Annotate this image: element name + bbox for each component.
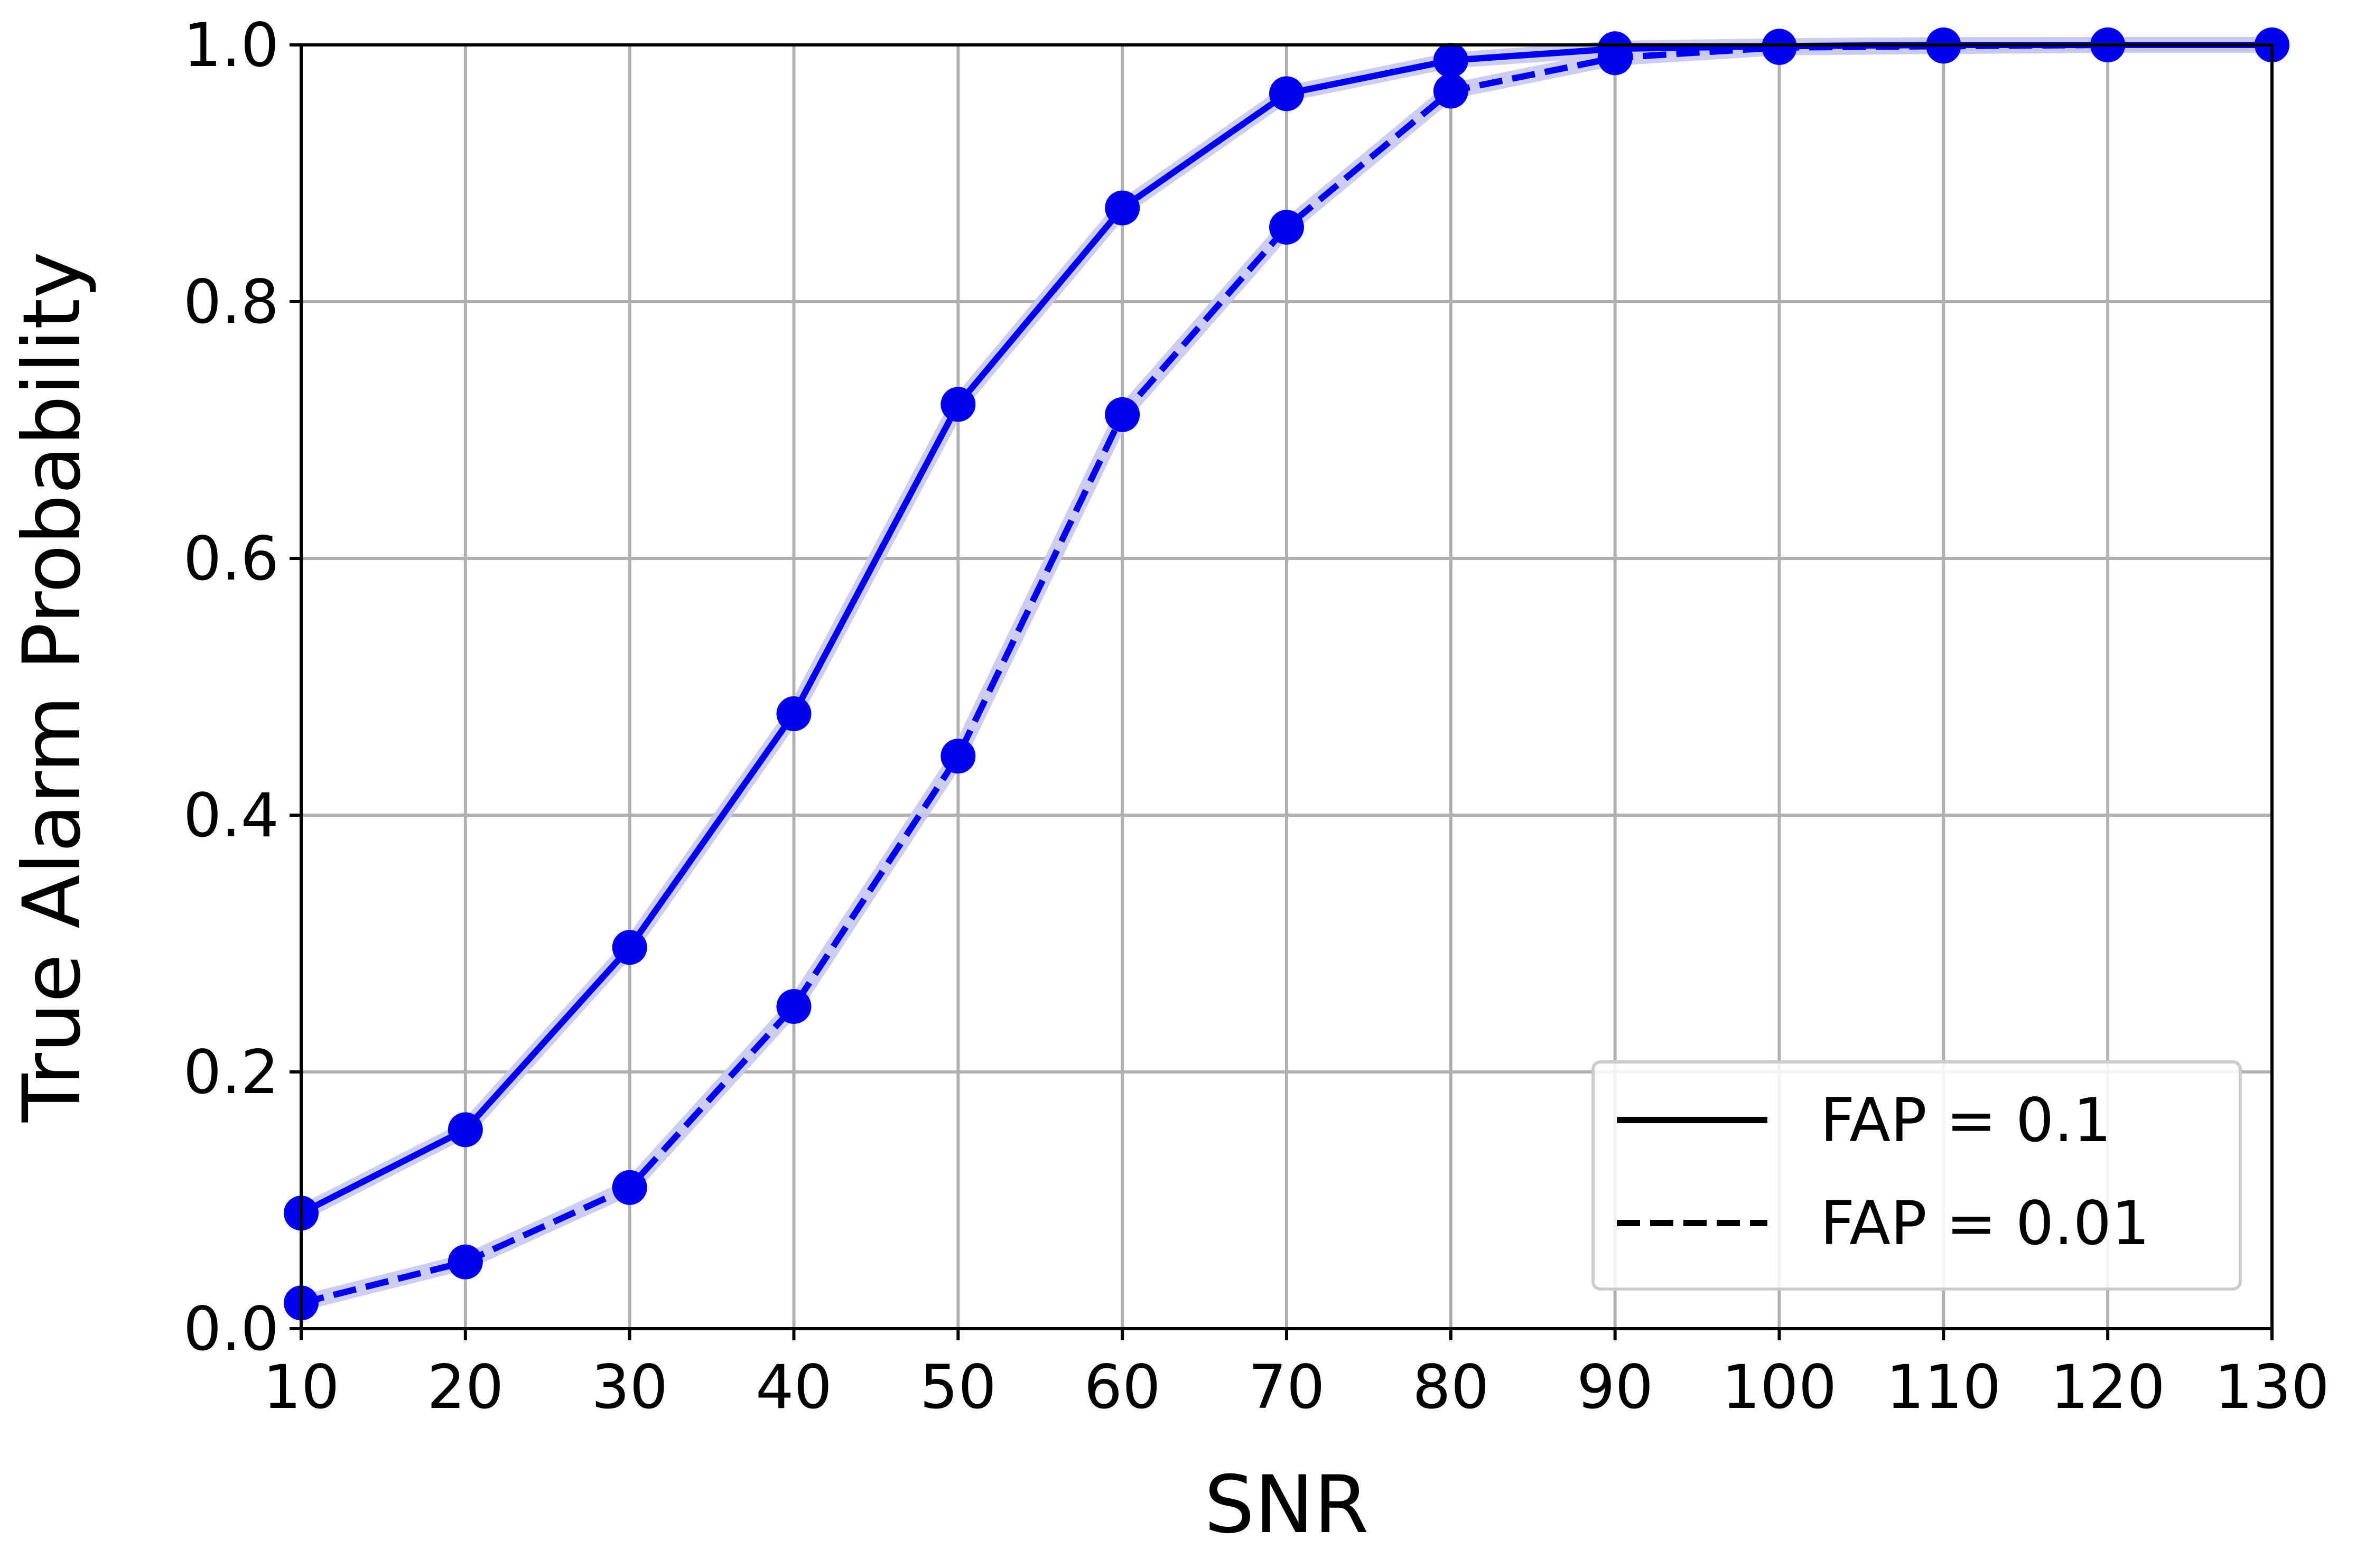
x-tick-label: 40 — [756, 1352, 832, 1422]
x-axis-title: SNR — [1204, 1459, 1369, 1551]
y-tick-label: 0.0 — [183, 1294, 279, 1364]
series-2-point — [940, 739, 976, 774]
y-tick-label: 0.2 — [183, 1037, 279, 1107]
y-tick-label: 0.4 — [183, 780, 279, 851]
series-1-point — [448, 1112, 483, 1147]
x-tick-label: 50 — [920, 1352, 997, 1422]
x-tick-label: 80 — [1412, 1352, 1489, 1422]
legend-label-2: FAP = 0.01 — [1820, 1188, 2150, 1258]
series-2-point — [1105, 397, 1140, 432]
axis-ticks: 10 20 30 40 50 60 70 80 90 100 110 120 130 0.0 0.2 0.4 0… — [183, 10, 2330, 1422]
series-1-point — [612, 930, 647, 965]
y-axis-title: True Alarm Probability — [6, 251, 98, 1123]
x-tick-label: 70 — [1248, 1352, 1325, 1422]
x-tick-label: 30 — [591, 1352, 668, 1422]
x-tick-label: 100 — [1722, 1352, 1837, 1422]
series-1-point — [776, 696, 812, 732]
x-tick-label: 90 — [1577, 1352, 1653, 1422]
series-2-point — [776, 989, 812, 1024]
y-tick-label: 0.8 — [183, 267, 279, 337]
series-2-point — [612, 1170, 647, 1205]
x-tick-label: 60 — [1084, 1352, 1161, 1422]
series-2-point — [1269, 210, 1304, 245]
x-tick-label: 120 — [2050, 1352, 2165, 1422]
y-tick-label: 0.6 — [183, 524, 279, 594]
x-tick-label: 110 — [1886, 1352, 2001, 1422]
series-1-point — [1105, 190, 1140, 226]
series-2-point — [1597, 40, 1633, 76]
series-1-point — [1269, 76, 1304, 111]
legend: FAP = 0.1 FAP = 0.01 — [1591, 1060, 2242, 1291]
series-2-point — [448, 1244, 483, 1280]
x-tick-label: 20 — [427, 1352, 504, 1422]
x-tick-label: 130 — [2214, 1352, 2330, 1422]
y-tick-label: 1.0 — [183, 10, 279, 80]
series-2-point — [1762, 30, 1797, 65]
x-tick-label: 10 — [263, 1352, 339, 1422]
series-2-point — [1433, 73, 1468, 109]
series-1-point — [1433, 43, 1468, 78]
series-1-point — [940, 387, 976, 422]
legend-label-1: FAP = 0.1 — [1820, 1085, 2111, 1155]
